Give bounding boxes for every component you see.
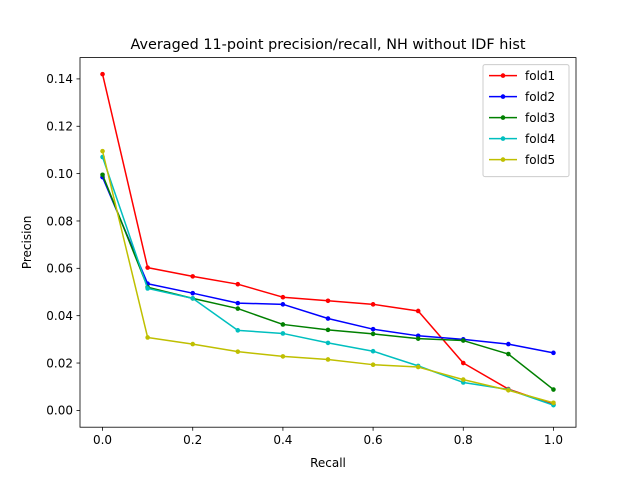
data-point	[145, 335, 150, 340]
data-point	[235, 306, 241, 311]
data-point	[280, 294, 286, 300]
x-tick-label: 0.0	[93, 433, 112, 447]
data-point	[100, 71, 105, 77]
legend-item-fold2: fold2	[489, 90, 555, 104]
data-point	[325, 327, 331, 333]
series-layer	[100, 71, 556, 408]
data-point	[370, 331, 376, 337]
y-tick-label: 0.04	[46, 309, 73, 323]
y-axis-label: Precision	[20, 216, 34, 270]
data-point	[460, 377, 466, 382]
data-point	[235, 300, 241, 306]
x-tick-label: 0.2	[183, 433, 202, 447]
data-point	[325, 316, 331, 321]
data-point	[370, 326, 376, 332]
data-point	[551, 400, 556, 406]
legend-item-fold1: fold1	[489, 69, 555, 83]
data-point	[370, 348, 376, 354]
y-tick-label: 0.10	[46, 167, 73, 181]
data-point	[235, 281, 241, 287]
data-point	[415, 364, 421, 370]
data-point	[506, 387, 511, 393]
data-point	[325, 298, 331, 304]
x-tick-label: 0.6	[364, 433, 383, 447]
data-point	[190, 296, 196, 301]
data-point	[370, 302, 376, 307]
data-point	[280, 322, 286, 327]
legend-marker	[500, 115, 506, 120]
legend-item-fold4: fold4	[489, 132, 555, 146]
x-axis-ticks: 0.0 0.2 0.4 0.6 0.8 1.0	[93, 427, 563, 447]
data-point	[551, 350, 556, 356]
y-tick-label: 0.00	[46, 404, 73, 418]
data-point	[460, 360, 466, 366]
data-point	[190, 290, 196, 296]
data-point	[100, 148, 105, 154]
data-point	[145, 265, 150, 270]
data-point	[415, 308, 421, 314]
data-point	[235, 349, 241, 354]
chart-title: Averaged 11-point precision/recall, NH w…	[131, 37, 526, 53]
legend-label: fold5	[525, 153, 555, 167]
data-point	[506, 341, 511, 347]
legend-marker	[500, 136, 506, 141]
data-point	[415, 336, 421, 341]
legend-label: fold2	[525, 90, 555, 104]
data-point	[370, 362, 376, 367]
y-tick-label: 0.08	[46, 214, 73, 228]
y-tick-label: 0.02	[46, 356, 73, 370]
series-fold5	[100, 148, 556, 406]
y-tick-label: 0.06	[46, 262, 73, 276]
data-point	[506, 351, 511, 357]
data-point	[145, 286, 150, 291]
data-point	[280, 302, 286, 307]
legend-marker	[500, 94, 506, 99]
data-point	[190, 341, 196, 347]
legend-item-fold5: fold5	[489, 153, 555, 167]
data-point	[235, 328, 241, 333]
legend-label: fold1	[525, 69, 555, 83]
legend-label: fold4	[525, 132, 555, 146]
data-point	[100, 172, 105, 178]
data-point	[325, 340, 331, 346]
y-tick-label: 0.14	[46, 72, 73, 86]
data-point	[190, 274, 196, 279]
y-tick-label: 0.12	[46, 120, 73, 134]
legend-marker	[500, 157, 506, 162]
legend-marker	[500, 73, 506, 78]
data-point	[460, 338, 466, 343]
data-point	[280, 331, 286, 336]
data-point	[280, 354, 286, 359]
data-point	[325, 357, 331, 362]
legend: fold1 fold2 fold3 fold4 fold5	[482, 64, 570, 178]
x-axis-label: Recall	[310, 456, 346, 470]
plot-frame	[79, 57, 577, 428]
legend-label: fold3	[525, 111, 555, 125]
x-tick-label: 0.4	[273, 433, 292, 447]
y-axis-ticks: 0.00 0.02 0.04 0.06 0.08 0.10 0.12 0.14	[46, 72, 80, 418]
data-point	[551, 387, 556, 392]
legend-box	[482, 64, 570, 178]
legend-item-fold3: fold3	[489, 111, 555, 125]
x-tick-label: 1.0	[544, 433, 563, 447]
x-tick-label: 0.8	[454, 433, 473, 447]
